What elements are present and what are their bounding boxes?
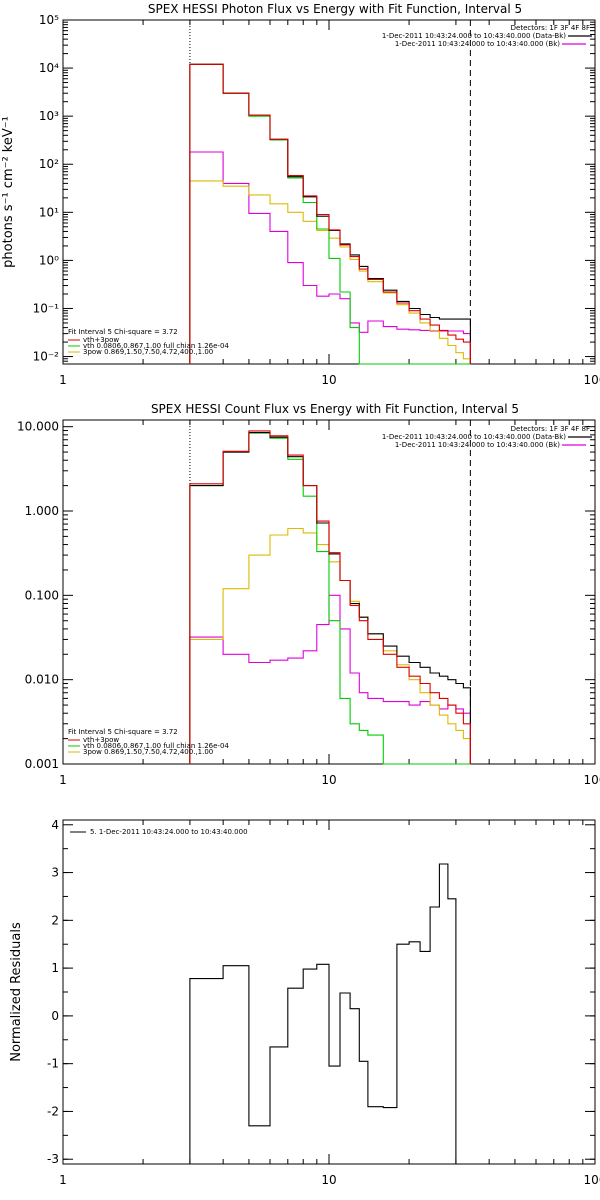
photon-flux-series-4 [189, 151, 471, 364]
photon-flux-plot-frame [62, 19, 596, 365]
count-flux-x-tick-label: 100 [584, 773, 600, 787]
photon-flux-fit-header: Fit Interval 5 Chi-square = 3.72 [68, 328, 178, 336]
photon-flux-y-tick-label: 10⁻² [33, 350, 60, 364]
residuals-x-tick-label: 100 [584, 1173, 600, 1187]
count-flux-series-1 [189, 430, 471, 764]
photon-flux-y-tick-label: 10⁴ [39, 61, 59, 75]
count-flux-fit-legend: Fit Interval 5 Chi-square = 3.72 vth+3po… [68, 728, 229, 756]
count-flux-panel: SPEX HESSI Count Flux vs Energy with Fit… [17, 402, 600, 787]
count-flux-x-tick-label: 10 [321, 773, 336, 787]
count-flux-legend-red-text: vth+3pow [83, 736, 119, 744]
photon-flux-y-tick-label: 10⁰ [39, 253, 59, 267]
photon-flux-y-tick-label: 10¹ [39, 205, 59, 219]
count-flux-y-tick-label: 10.000 [17, 420, 59, 434]
count-flux-title: SPEX HESSI Count Flux vs Energy with Fit… [151, 402, 519, 416]
residuals-x-tick-label: 1 [59, 1173, 67, 1187]
residuals-y-tick-label: -1 [47, 1057, 59, 1071]
residuals-y-axis-label: Normalized Residuals [9, 922, 24, 1062]
photon-flux-y-tick-label: 10³ [39, 109, 59, 123]
photon-flux-legend-green-text: vth 0.0806,0.867,1.00 full chian 1.26e-0… [83, 342, 229, 350]
count-flux-y-tick-label: 0.100 [25, 588, 59, 602]
count-flux-series-0 [189, 432, 471, 764]
count-flux-series-4 [189, 594, 471, 764]
photon-flux-series [189, 20, 471, 365]
count-flux-fit-header: Fit Interval 5 Chi-square = 3.72 [68, 728, 178, 736]
photon-flux-series-1 [189, 63, 471, 364]
photon-flux-y-tick-label: 10⁵ [39, 13, 59, 27]
count-flux-series-3 [189, 527, 471, 764]
photon-flux-legend-red-text: vth+3pow [83, 336, 119, 344]
photon-flux-x-tick-label: 100 [584, 373, 600, 387]
residuals-y-tick-label: 4 [51, 818, 59, 832]
count-flux-legend-yellow-text: 3pow 0.869,1.50,7.50,4.72,400.,1.00 [83, 748, 213, 756]
photon-flux-legend-yellow-text: 3pow 0.869,1.50,7.50,4.72,400.,1.00 [83, 348, 213, 356]
photon-flux-title: SPEX HESSI Photon Flux vs Energy with Fi… [148, 2, 522, 16]
photon-flux-series-2 [189, 63, 471, 365]
count-flux-y-tick-label: 0.001 [25, 757, 59, 771]
photon-flux-panel: SPEX HESSI Photon Flux vs Energy with Fi… [1, 2, 600, 387]
residuals-y-tick-label: 1 [51, 961, 59, 975]
count-flux-x-tick-label: 1 [59, 773, 67, 787]
photon-flux-x-tick-label: 10 [321, 373, 336, 387]
residuals-y-tick-label: -2 [47, 1104, 59, 1118]
count-flux-y-tick-label: 1.000 [25, 504, 59, 518]
residuals-panel: 1 10 100 -3 -2 -1 0 1 2 3 4 Normalized Residuals 5… [9, 818, 600, 1187]
residuals-y-tick-label: 2 [51, 913, 59, 927]
photon-flux-y-tick-label: 10⁻¹ [33, 301, 60, 315]
count-flux-axes: 1 10 100 0.001 0.010 0.100 1.000 10.000 [17, 420, 600, 787]
photon-flux-axes: 1 10 100 10⁻² 10⁻¹ 10⁰ 10¹ 10² 10³ 10⁴ 10⁵ [33, 13, 600, 387]
residuals-x-tick-label: 10 [321, 1173, 336, 1187]
residuals-series-0 [189, 863, 457, 1164]
count-flux-data-interval-label: 1-Dec-2011 10:43:24.000 to 10:43:40.000 … [382, 433, 566, 441]
count-flux-series-2 [189, 432, 471, 765]
photon-flux-detectors-label: Detectors: 1F 3F 4F 8F [511, 24, 590, 32]
residuals-legend-text: 5. 1-Dec-2011 10:43:24.000 to 10:43:40.0… [90, 828, 248, 836]
count-flux-bk-interval-label: 1-Dec-2011 10:43:24.000 to 10:43:40.000 … [395, 441, 560, 449]
photon-flux-fit-legend: Fit Interval 5 Chi-square = 3.72 vth+3po… [68, 328, 229, 356]
count-flux-y-tick-label: 0.010 [25, 673, 59, 687]
photon-flux-bk-interval-label: 1-Dec-2011 10:43:24.000 to 10:43:40.000 … [395, 40, 560, 48]
photon-flux-x-tick-label: 1 [59, 373, 67, 387]
photon-flux-y-axis-label: photons s⁻¹ cm⁻² keV⁻¹ [1, 116, 16, 268]
residuals-y-tick-label: 3 [51, 866, 59, 880]
photon-flux-data-interval-label: 1-Dec-2011 10:43:24.000 to 10:43:40.000 … [382, 32, 566, 40]
residuals-series [189, 863, 457, 1164]
photon-flux-series-3 [189, 180, 471, 364]
residuals-y-tick-label: 0 [51, 1009, 59, 1023]
count-flux-series [189, 420, 471, 765]
residuals-axes: 1 10 100 -3 -2 -1 0 1 2 3 4 [47, 818, 600, 1187]
count-flux-legend-green-text: vth 0.0806,0.867,1.00 full chian 1.26e-0… [83, 742, 229, 750]
count-flux-detectors-label: Detectors: 1F 3F 4F 8F [511, 425, 590, 433]
photon-flux-y-tick-label: 10² [39, 157, 59, 171]
residuals-y-tick-label: -3 [47, 1152, 59, 1166]
